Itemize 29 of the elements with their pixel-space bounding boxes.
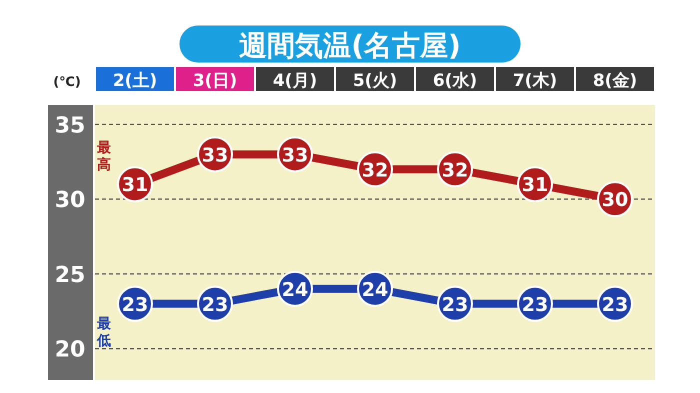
chart-title: 週間気温(名古屋) bbox=[239, 29, 461, 62]
data-label: 31 bbox=[522, 174, 548, 196]
x-tick-label: 3(日) bbox=[192, 71, 238, 91]
data-label: 23 bbox=[202, 294, 228, 316]
data-label: 23 bbox=[522, 294, 548, 316]
data-label: 24 bbox=[362, 278, 388, 301]
x-tick-label: 5(火) bbox=[352, 71, 398, 91]
data-label: 23 bbox=[602, 294, 628, 316]
x-tick-label: 2(土) bbox=[112, 71, 158, 91]
x-tick-label: 6(水) bbox=[432, 71, 478, 91]
data-label: 31 bbox=[122, 174, 148, 196]
data-label: 30 bbox=[602, 189, 628, 212]
x-tick-label: 4(月) bbox=[272, 71, 318, 91]
y-tick-label: 30 bbox=[54, 188, 86, 214]
y-tick-label: 35 bbox=[54, 113, 86, 138]
data-label: 32 bbox=[442, 159, 468, 182]
data-label: 23 bbox=[122, 294, 148, 316]
data-label: 33 bbox=[202, 144, 228, 166]
y-tick-label: 20 bbox=[54, 338, 86, 363]
data-label: 32 bbox=[362, 159, 388, 182]
series-label: 最低 bbox=[96, 316, 111, 349]
data-label: 24 bbox=[282, 278, 308, 301]
x-tick-label: 7(木) bbox=[512, 71, 558, 91]
x-tick-label: 8(金) bbox=[592, 71, 638, 91]
data-label: 33 bbox=[282, 144, 308, 166]
data-label: 23 bbox=[442, 294, 468, 316]
y-tick-label: 25 bbox=[54, 262, 86, 288]
y-axis-title: (℃) bbox=[53, 75, 81, 90]
series-label: 最高 bbox=[96, 140, 111, 174]
